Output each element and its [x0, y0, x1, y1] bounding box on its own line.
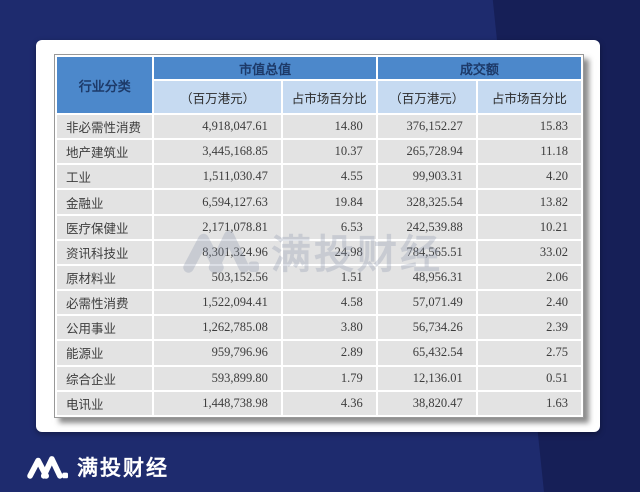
col-subheader-turnover-pct: 占市场百分比 [477, 81, 581, 113]
cell-industry: 电讯业 [57, 391, 153, 415]
table-body: 非必需性消费 4,918,047.61 14.80 376,152.27 15.83 地产… [57, 115, 581, 415]
industry-data-table: 行业分类 市值总值 成交额 （百万港元） 占市场百分比 （百万港元） 占市场百分… [55, 55, 583, 417]
col-subheader-mcap-unit: （百万港元） [154, 81, 281, 113]
cell-industry: 工业 [57, 165, 153, 189]
cell-turnover-pct: 15.83 [477, 115, 581, 139]
cell-turnover: 328,325.54 [377, 190, 476, 214]
cell-industry: 必需性消费 [57, 291, 153, 315]
cell-industry: 资讯科技业 [57, 240, 153, 264]
table-row: 电讯业 1,448,738.98 4.36 38,820.47 1.63 [57, 391, 581, 415]
col-subheader-mcap-pct: 占市场百分比 [282, 81, 376, 113]
cell-market-cap: 1,448,738.98 [154, 391, 281, 415]
col-subheader-turnover-unit: （百万港元） [377, 81, 476, 113]
cell-turnover-pct: 11.18 [477, 140, 581, 164]
table-row: 资讯科技业 8,301,324.96 24.98 784,565.51 33.02 [57, 240, 581, 264]
cell-market-cap: 593,899.80 [154, 366, 281, 390]
cell-turnover: 12,136.01 [377, 366, 476, 390]
cell-market-cap-pct: 10.37 [282, 140, 376, 164]
cell-turnover: 376,152.27 [377, 115, 476, 139]
table-row: 地产建筑业 3,445,168.85 10.37 265,728.94 11.18 [57, 140, 581, 164]
col-header-industry: 行业分类 [57, 57, 153, 113]
brand-name: 满投财经 [77, 457, 169, 480]
cell-turnover: 38,820.47 [377, 391, 476, 415]
table-row: 原材料业 503,152.56 1.51 48,956.31 2.06 [57, 265, 581, 290]
footer-brand: 满投财经 [26, 452, 169, 482]
cell-industry: 能源业 [57, 341, 153, 365]
cell-turnover-pct: 33.02 [477, 240, 581, 264]
cell-market-cap: 6,594,127.63 [154, 190, 281, 214]
cell-turnover: 56,734.26 [377, 316, 476, 340]
cell-market-cap-pct: 4.36 [282, 391, 376, 415]
cell-industry: 地产建筑业 [57, 140, 153, 164]
cell-market-cap-pct: 19.84 [282, 190, 376, 214]
cell-turnover-pct: 13.82 [477, 190, 581, 214]
cell-market-cap-pct: 4.58 [282, 291, 376, 315]
table-row: 公用事业 1,262,785.08 3.80 56,734.26 2.39 [57, 316, 581, 340]
cell-turnover: 48,956.31 [377, 265, 476, 290]
cell-market-cap: 4,918,047.61 [154, 115, 281, 139]
cell-market-cap: 2,171,078.81 [154, 215, 281, 239]
cell-market-cap-pct: 4.55 [282, 165, 376, 189]
table-row: 医疗保健业 2,171,078.81 6.53 242,539.88 10.21 [57, 215, 581, 239]
cell-turnover-pct: 2.75 [477, 341, 581, 365]
cell-turnover-pct: 4.20 [477, 165, 581, 189]
cell-industry: 综合企业 [57, 366, 153, 390]
cell-market-cap-pct: 2.89 [282, 341, 376, 365]
table-row: 综合企业 593,899.80 1.79 12,136.01 0.51 [57, 366, 581, 390]
cell-market-cap: 8,301,324.96 [154, 240, 281, 264]
table-row: 能源业 959,796.96 2.89 65,432.54 2.75 [57, 341, 581, 365]
cell-market-cap-pct: 6.53 [282, 215, 376, 239]
cell-market-cap: 1,522,094.41 [154, 291, 281, 315]
cell-turnover: 57,071.49 [377, 291, 476, 315]
table-row: 非必需性消费 4,918,047.61 14.80 376,152.27 15.83 [57, 115, 581, 139]
cell-turnover-pct: 2.40 [477, 291, 581, 315]
brand-logo-icon [27, 456, 68, 479]
cell-turnover: 99,903.31 [377, 165, 476, 189]
cell-market-cap-pct: 1.79 [282, 366, 376, 390]
cell-turnover-pct: 0.51 [477, 366, 581, 390]
col-header-turnover: 成交额 [377, 57, 581, 79]
cell-market-cap-pct: 24.98 [282, 240, 376, 264]
cell-market-cap: 3,445,168.85 [154, 140, 281, 164]
cell-market-cap: 503,152.56 [154, 265, 281, 290]
cell-turnover-pct: 2.06 [477, 265, 581, 290]
cell-market-cap-pct: 3.80 [282, 316, 376, 340]
cell-turnover-pct: 1.63 [477, 391, 581, 415]
table-card: 行业分类 市值总值 成交额 （百万港元） 占市场百分比 （百万港元） 占市场百分… [36, 40, 600, 432]
cell-turnover-pct: 2.39 [477, 316, 581, 340]
cell-industry: 原材料业 [57, 265, 153, 290]
table-row: 工业 1,511,030.47 4.55 99,903.31 4.20 [57, 165, 581, 189]
table-row: 必需性消费 1,522,094.41 4.58 57,071.49 2.40 [57, 291, 581, 315]
cell-market-cap: 1,262,785.08 [154, 316, 281, 340]
cell-industry: 公用事业 [57, 316, 153, 340]
cell-industry: 医疗保健业 [57, 215, 153, 239]
cell-turnover: 265,728.94 [377, 140, 476, 164]
cell-market-cap: 959,796.96 [154, 341, 281, 365]
cell-industry: 非必需性消费 [57, 115, 153, 139]
cell-market-cap: 1,511,030.47 [154, 165, 281, 189]
cell-turnover: 242,539.88 [377, 215, 476, 239]
cell-turnover: 784,565.51 [377, 240, 476, 264]
industry-table: 行业分类 市值总值 成交额 （百万港元） 占市场百分比 （百万港元） 占市场百分… [54, 54, 584, 418]
cell-market-cap-pct: 1.51 [282, 265, 376, 290]
cell-market-cap-pct: 14.80 [282, 115, 376, 139]
cell-turnover-pct: 10.21 [477, 215, 581, 239]
cell-turnover: 65,432.54 [377, 341, 476, 365]
cell-industry: 金融业 [57, 190, 153, 214]
table-row: 金融业 6,594,127.63 19.84 328,325.54 13.82 [57, 190, 581, 214]
col-header-market-cap: 市值总值 [154, 57, 376, 79]
